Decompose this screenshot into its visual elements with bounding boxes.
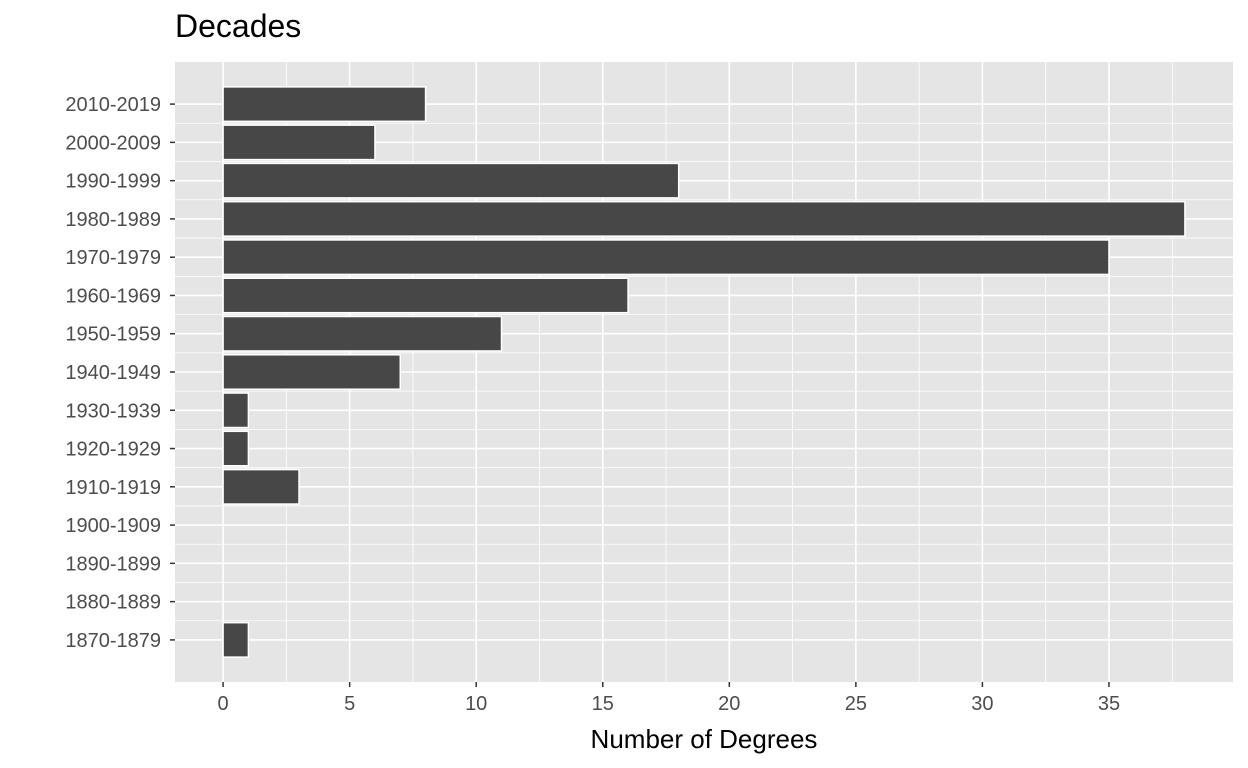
bar-1970-1979 — [222, 239, 1110, 276]
y-tick-label: 1980-1989 — [65, 209, 161, 231]
bar-1960-1969 — [222, 277, 629, 314]
y-tick-label: 1940-1949 — [65, 362, 161, 384]
bar-1950-1959 — [222, 315, 503, 352]
x-axis-title: Number of Degrees — [591, 724, 818, 754]
bar-1940-1949 — [222, 354, 402, 390]
y-tick-label: 1880-1889 — [65, 592, 161, 614]
x-axis: 0 5 10 15 20 25 30 35 — [218, 682, 1120, 715]
x-tick-label: 20 — [718, 693, 740, 715]
y-tick-label: 1960-1969 — [65, 285, 161, 307]
y-tick-label: 1950-1959 — [65, 324, 161, 346]
chart-title: Decades — [175, 8, 302, 44]
y-tick-label: 1890-1899 — [65, 553, 161, 575]
bar-1980-1989 — [222, 200, 1186, 237]
bar-1930-1939 — [222, 392, 250, 429]
x-tick-label: 35 — [1098, 693, 1120, 715]
y-tick-label: 2010-2019 — [65, 94, 161, 116]
bar-2000-2009 — [222, 124, 376, 161]
x-tick-label: 10 — [465, 693, 487, 715]
y-tick-label: 1930-1939 — [65, 400, 161, 422]
y-tick-label: 1910-1919 — [65, 477, 161, 499]
y-tick-label: 2000-2009 — [65, 132, 161, 154]
y-tick-label: 1870-1879 — [65, 630, 161, 652]
x-tick-label: 15 — [592, 693, 614, 715]
bar-1870-1879 — [222, 621, 250, 658]
x-tick-label: 30 — [971, 693, 993, 715]
y-tick-label: 1920-1929 — [65, 439, 161, 461]
y-tick-label: 1970-1979 — [65, 247, 161, 269]
bar-1910-1919 — [222, 468, 300, 505]
bar-1990-1999 — [222, 162, 680, 199]
bar-1920-1929 — [222, 430, 250, 467]
y-axis: 1870-1879 1880-1889 1890-1899 1900-1909 1910… — [65, 94, 175, 652]
y-tick-label: 1990-1999 — [65, 171, 161, 193]
bars — [222, 86, 1186, 658]
x-tick-label: 0 — [218, 693, 229, 715]
x-tick-label: 25 — [845, 693, 867, 715]
y-tick-label: 1900-1909 — [65, 515, 161, 537]
bar-2010-2019 — [222, 86, 427, 123]
x-tick-label: 5 — [344, 693, 355, 715]
